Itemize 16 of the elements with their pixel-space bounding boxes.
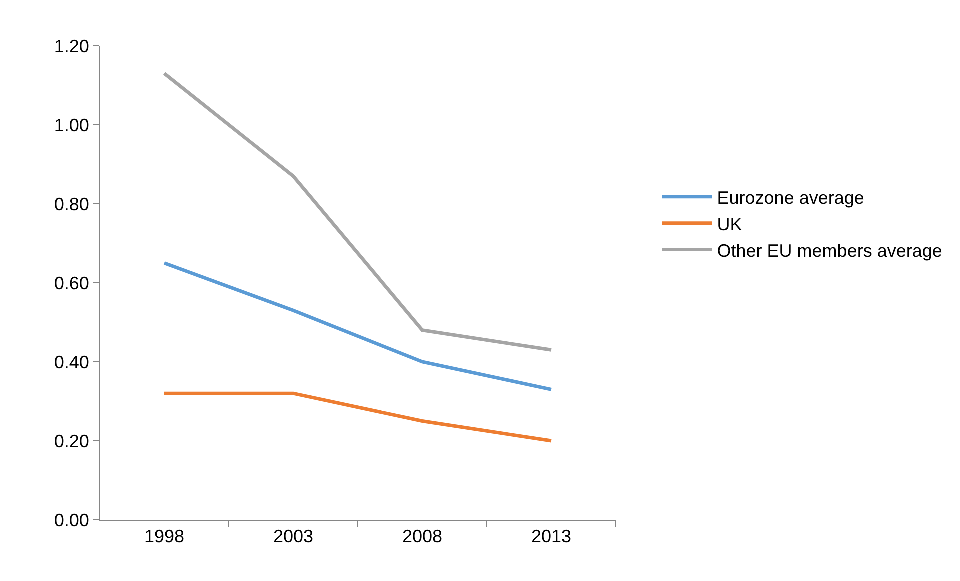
x-tick-label: 2003 bbox=[273, 526, 314, 547]
y-tick-label: 0.60 bbox=[54, 273, 90, 294]
legend-label: UK bbox=[717, 214, 742, 234]
legend-label: Eurozone average bbox=[717, 188, 864, 208]
y-tick-label: 0.00 bbox=[54, 510, 90, 530]
legend-label: Other EU members average bbox=[717, 240, 942, 261]
x-tick-label: 2013 bbox=[531, 526, 572, 547]
line-series bbox=[162, 72, 554, 352]
x-tick-label: 2008 bbox=[402, 526, 443, 547]
y-tick-label: 1.20 bbox=[54, 36, 90, 56]
x-tick-label: 1998 bbox=[144, 526, 185, 547]
y-tick-label: 1.00 bbox=[54, 115, 90, 136]
y-tick-label: 0.80 bbox=[54, 194, 90, 214]
y-tick-label: 0.40 bbox=[54, 352, 90, 372]
line-series bbox=[162, 262, 554, 392]
y-tick-label: 0.20 bbox=[54, 431, 90, 452]
